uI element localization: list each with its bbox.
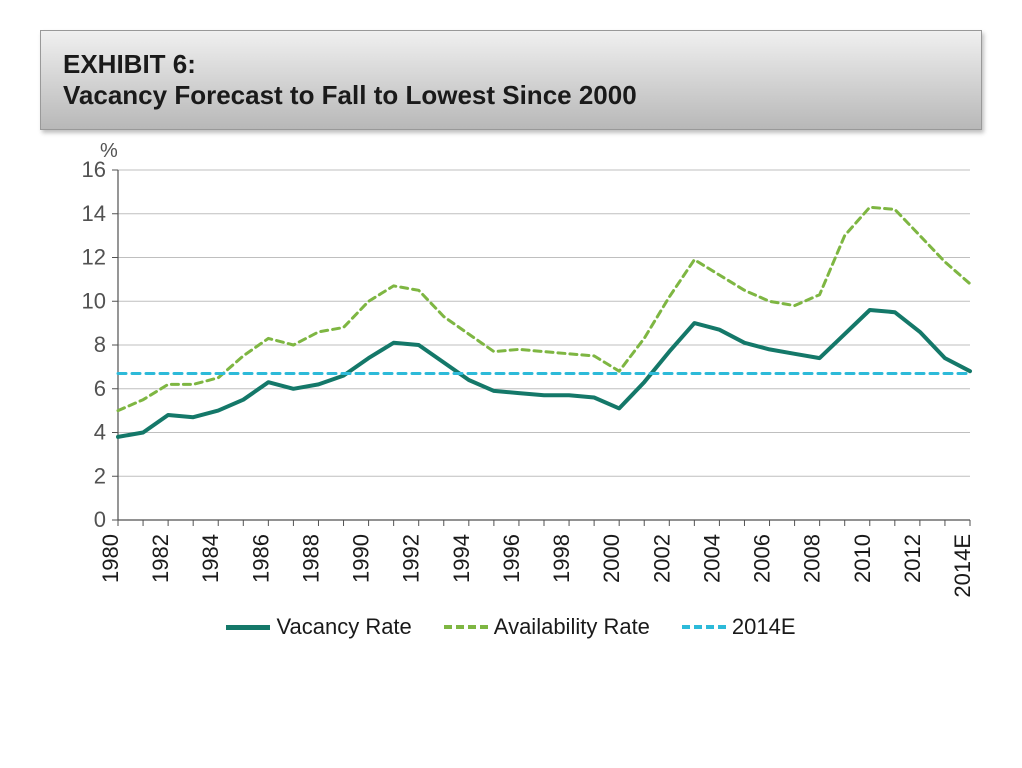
exhibit-number: EXHIBIT 6: <box>63 49 959 80</box>
svg-text:2000: 2000 <box>599 534 624 583</box>
legend-item: Vacancy Rate <box>226 614 411 640</box>
svg-text:2012: 2012 <box>900 534 925 583</box>
legend-item: Availability Rate <box>444 614 650 640</box>
svg-text:1982: 1982 <box>148 534 173 583</box>
svg-text:1980: 1980 <box>98 534 123 583</box>
svg-text:1984: 1984 <box>198 534 223 583</box>
y-axis-label: % <box>100 140 118 163</box>
svg-text:1988: 1988 <box>298 534 323 583</box>
svg-text:2008: 2008 <box>800 534 825 583</box>
svg-text:2006: 2006 <box>750 534 775 583</box>
svg-text:2014E: 2014E <box>950 534 975 598</box>
legend-label: Availability Rate <box>494 614 650 640</box>
svg-text:2: 2 <box>94 464 106 489</box>
exhibit-subtitle: Vacancy Forecast to Fall to Lowest Since… <box>63 80 959 111</box>
legend-swatch <box>444 625 488 629</box>
legend-swatch <box>226 625 270 630</box>
svg-text:1986: 1986 <box>248 534 273 583</box>
svg-text:8: 8 <box>94 332 106 357</box>
svg-text:1990: 1990 <box>349 534 374 583</box>
svg-text:4: 4 <box>94 420 106 445</box>
svg-text:14: 14 <box>82 201 106 226</box>
legend-label: Vacancy Rate <box>276 614 411 640</box>
svg-text:1992: 1992 <box>399 534 424 583</box>
exhibit-title-box: EXHIBIT 6: Vacancy Forecast to Fall to L… <box>40 30 982 130</box>
svg-text:0: 0 <box>94 507 106 532</box>
svg-text:1998: 1998 <box>549 534 574 583</box>
legend-label: 2014E <box>732 614 796 640</box>
svg-text:2004: 2004 <box>699 534 724 583</box>
legend-item: 2014E <box>682 614 796 640</box>
svg-text:6: 6 <box>94 376 106 401</box>
legend-swatch <box>682 625 726 629</box>
svg-text:2010: 2010 <box>850 534 875 583</box>
line-chart: 0246810121416198019821984198619881990199… <box>40 140 1000 600</box>
svg-text:12: 12 <box>82 245 106 270</box>
svg-text:1996: 1996 <box>499 534 524 583</box>
svg-text:2002: 2002 <box>649 534 674 583</box>
chart-legend: Vacancy Rate Availability Rate 2014E <box>20 614 1002 640</box>
svg-text:10: 10 <box>82 289 106 314</box>
chart-container: % 02468101214161980198219841986198819901… <box>40 140 982 600</box>
svg-text:1994: 1994 <box>449 534 474 583</box>
